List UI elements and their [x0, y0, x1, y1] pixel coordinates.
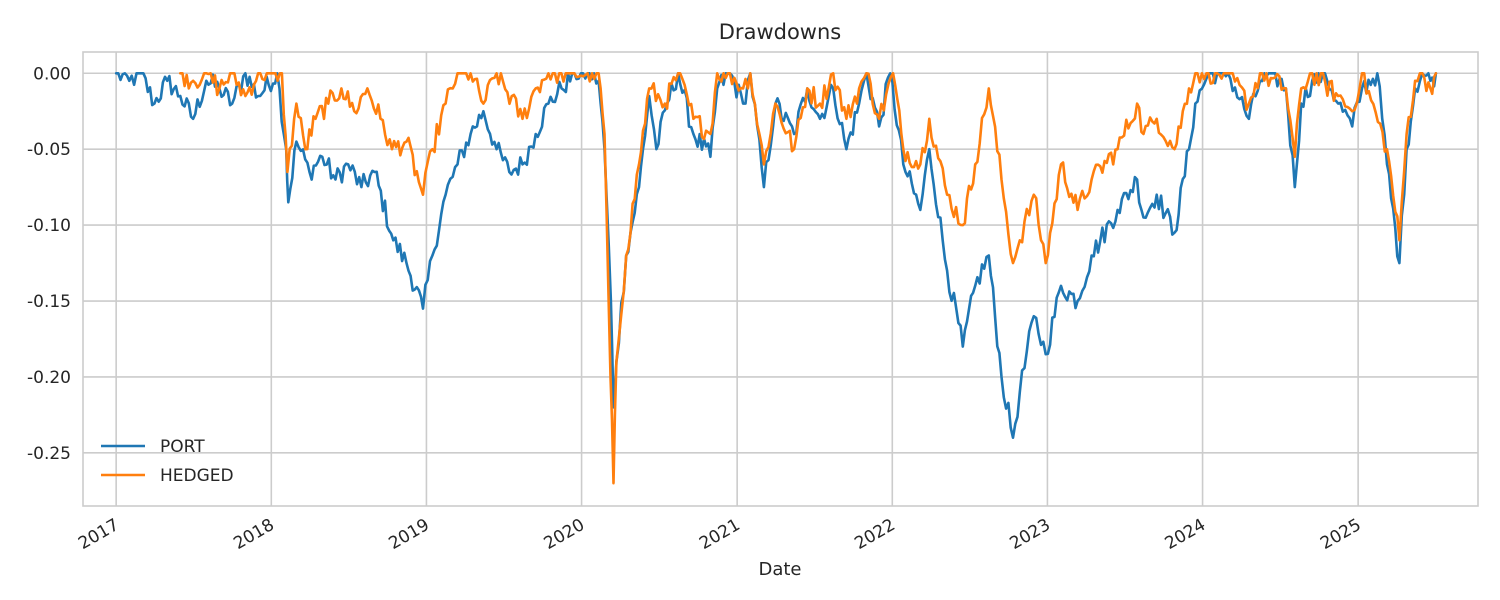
y-tick-labels: 0.00 -0.05 -0.10 -0.15 -0.20 -0.25: [27, 64, 71, 464]
y-gridlines: [83, 72, 1478, 454]
x-tick-label: 2018: [230, 515, 277, 554]
plot-frame: [82, 51, 1479, 507]
x-gridlines: [115, 52, 1359, 506]
series-layer: [114, 72, 1438, 485]
x-axis-title: Date: [758, 559, 801, 580]
x-tick-label: 2017: [75, 515, 122, 554]
x-tick-label: 2024: [1162, 515, 1209, 554]
y-tick-label: 0.00: [33, 64, 71, 84]
y-tick-label: -0.20: [27, 368, 71, 388]
y-tick-label: -0.25: [27, 444, 71, 464]
x-tick-label: 2025: [1317, 515, 1364, 554]
series-line-port: [114, 72, 1438, 439]
x-tick-label: 2022: [851, 515, 898, 554]
x-tick-labels: 2017 2018 2019 2020 2021 2022 2023 2024 2025: [75, 515, 1364, 554]
legend-label-port: PORT: [160, 437, 205, 457]
series-line-hedged: [179, 72, 1438, 485]
y-tick-label: -0.15: [27, 292, 71, 312]
y-tick-label: -0.05: [27, 140, 71, 160]
x-tick-label: 2020: [541, 515, 588, 554]
x-tick-label: 2019: [385, 515, 432, 554]
chart-title: Drawdowns: [719, 20, 841, 44]
legend: PORT HEDGED: [101, 437, 234, 486]
x-tick-label: 2021: [696, 515, 743, 554]
x-tick-label: 2023: [1006, 515, 1053, 554]
y-tick-label: -0.10: [27, 216, 71, 236]
legend-label-hedged: HEDGED: [160, 466, 234, 486]
